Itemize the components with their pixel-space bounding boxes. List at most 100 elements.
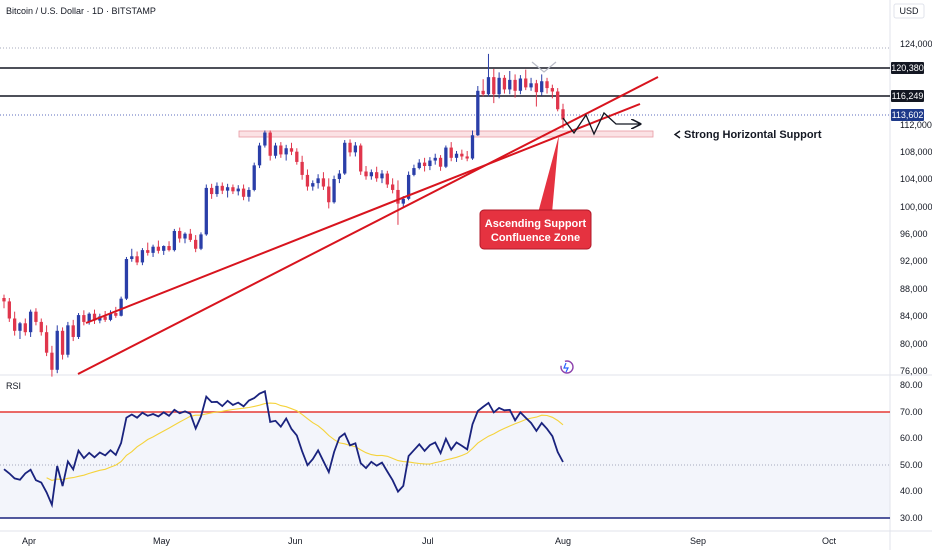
candle-body[interactable] xyxy=(465,156,469,159)
price-axis[interactable]: 124,000 112,000 108,000 104,000 100,000 … xyxy=(900,39,932,376)
candle-body[interactable] xyxy=(433,157,437,161)
candle-body[interactable] xyxy=(7,301,11,319)
candle-body[interactable] xyxy=(87,313,91,322)
candle-body[interactable] xyxy=(300,161,304,175)
candle-body[interactable] xyxy=(406,174,411,199)
level-tag-116249[interactable] xyxy=(891,90,924,102)
candle-body[interactable] xyxy=(204,187,208,235)
support-zone[interactable] xyxy=(238,130,654,138)
candle-body[interactable] xyxy=(353,145,358,153)
candle-body[interactable] xyxy=(390,184,395,190)
candle-body[interactable] xyxy=(524,78,528,88)
candle-body[interactable] xyxy=(263,132,267,146)
candle-body[interactable] xyxy=(470,135,475,159)
candle-body[interactable] xyxy=(279,145,283,155)
candle-body[interactable] xyxy=(337,173,342,180)
candle-body[interactable] xyxy=(401,198,405,204)
candle-body[interactable] xyxy=(540,81,544,93)
candle-body[interactable] xyxy=(343,142,347,174)
candle-body[interactable] xyxy=(502,77,507,90)
candle-body[interactable] xyxy=(518,78,523,91)
candle-body[interactable] xyxy=(103,316,107,320)
candle-body[interactable] xyxy=(172,230,177,251)
candle-body[interactable] xyxy=(385,173,389,185)
candle-body[interactable] xyxy=(18,323,22,331)
candle-body[interactable] xyxy=(247,189,251,197)
candle-body[interactable] xyxy=(428,160,432,167)
candle-body[interactable] xyxy=(82,315,86,322)
candle-body[interactable] xyxy=(28,311,33,333)
callout-box[interactable] xyxy=(479,209,592,250)
candle-body[interactable] xyxy=(497,77,501,95)
candle-body[interactable] xyxy=(135,256,139,263)
projection-path[interactable] xyxy=(562,111,640,136)
candle-body[interactable] xyxy=(561,109,565,120)
candle-body[interactable] xyxy=(225,187,230,191)
candle-body[interactable] xyxy=(156,246,161,251)
candle-body[interactable] xyxy=(422,162,427,167)
candle-body[interactable] xyxy=(476,90,480,136)
candle-body[interactable] xyxy=(460,153,464,157)
candle-body[interactable] xyxy=(23,323,27,333)
candle-body[interactable] xyxy=(545,81,549,89)
candle-body[interactable] xyxy=(295,151,299,162)
candle-body[interactable] xyxy=(108,313,113,320)
trendline-upper[interactable] xyxy=(85,103,641,324)
candle-body[interactable] xyxy=(289,148,294,152)
candle-body[interactable] xyxy=(327,186,331,203)
candle-body[interactable] xyxy=(140,250,145,263)
candle-body[interactable] xyxy=(167,246,171,251)
candle-body[interactable] xyxy=(284,148,288,155)
candle-body[interactable] xyxy=(50,352,54,370)
candle-body[interactable] xyxy=(114,313,118,316)
candle-body[interactable] xyxy=(417,162,421,169)
candle-body[interactable] xyxy=(12,318,17,331)
candle-body[interactable] xyxy=(311,183,315,187)
candle-body[interactable] xyxy=(236,188,240,192)
candle-body[interactable] xyxy=(305,174,310,187)
candle-body[interactable] xyxy=(209,187,214,195)
candle-body[interactable] xyxy=(71,325,75,337)
candle-body[interactable] xyxy=(188,233,192,240)
candle-body[interactable] xyxy=(60,330,65,355)
candle-body[interactable] xyxy=(369,172,373,177)
candle-body[interactable] xyxy=(454,153,459,158)
rsi-title[interactable]: RSI xyxy=(6,381,21,391)
candle-body[interactable] xyxy=(183,233,187,239)
candle-body[interactable] xyxy=(359,145,363,172)
current-price-tag[interactable] xyxy=(891,109,924,121)
candle-body[interactable] xyxy=(151,246,155,253)
candle-body[interactable] xyxy=(348,142,352,153)
candle-body[interactable] xyxy=(257,145,262,166)
candle-body[interactable] xyxy=(396,189,400,204)
candle-body[interactable] xyxy=(92,313,97,321)
candle-body[interactable] xyxy=(444,147,448,167)
candle-body[interactable] xyxy=(194,239,198,249)
candle-body[interactable] xyxy=(44,332,49,353)
candle-body[interactable] xyxy=(438,157,443,167)
candle-body[interactable] xyxy=(364,171,368,177)
rsi-line[interactable] xyxy=(3,390,564,509)
candle-body[interactable] xyxy=(316,178,320,184)
candle-body[interactable] xyxy=(231,187,235,192)
candle-body[interactable] xyxy=(220,185,224,191)
candle-body[interactable] xyxy=(486,77,491,95)
candle-body[interactable] xyxy=(66,325,70,355)
candle-body[interactable] xyxy=(162,246,166,251)
candle-body[interactable] xyxy=(241,188,246,197)
candle-body[interactable] xyxy=(268,132,272,156)
candle-body[interactable] xyxy=(215,185,219,195)
candle-body[interactable] xyxy=(534,83,539,93)
candle-body[interactable] xyxy=(556,91,560,110)
candle-body[interactable] xyxy=(146,250,150,253)
currency-button[interactable] xyxy=(893,3,925,19)
candle-body[interactable] xyxy=(529,83,533,88)
candle-body[interactable] xyxy=(332,179,336,203)
time-axis[interactable]: Apr May Jun Jul Aug Sep Oct xyxy=(22,536,837,546)
candle-body[interactable] xyxy=(380,173,384,179)
candle-body[interactable] xyxy=(130,256,134,260)
candle-body[interactable] xyxy=(55,330,59,370)
candle-body[interactable] xyxy=(513,79,517,91)
candle-body[interactable] xyxy=(178,230,182,239)
